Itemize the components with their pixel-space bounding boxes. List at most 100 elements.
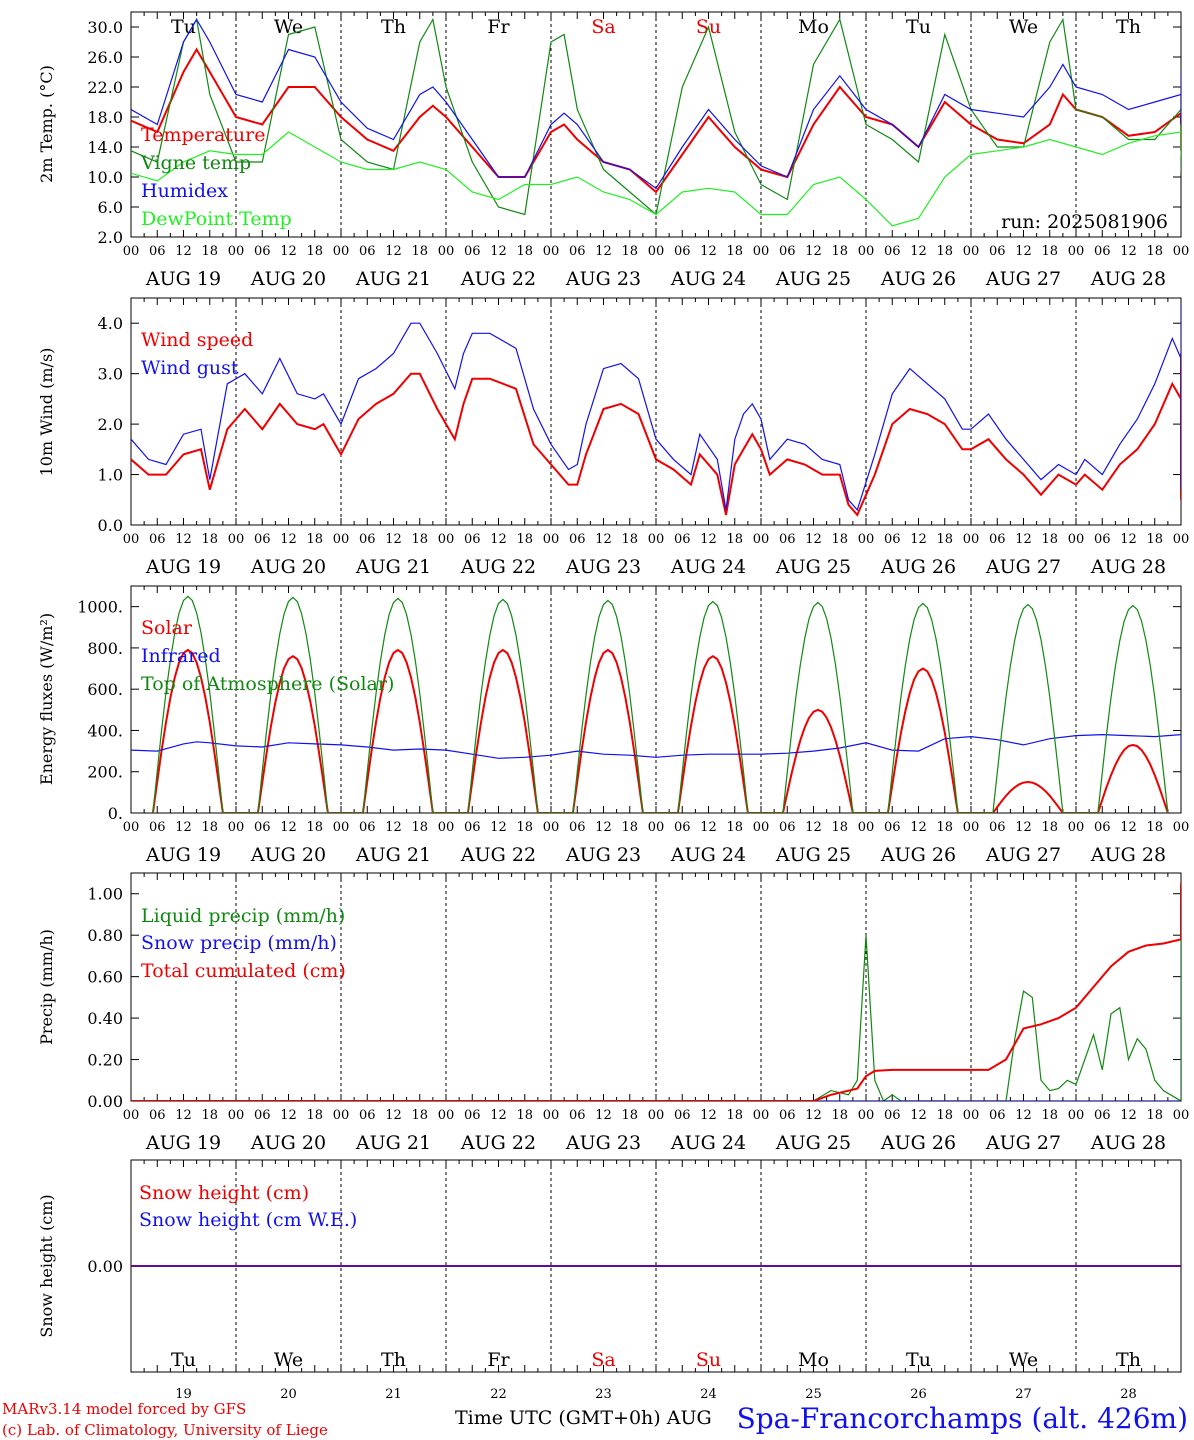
weekday-label: Th: [1116, 1349, 1141, 1371]
x-hour-label: 12: [1120, 1108, 1137, 1123]
y-tick-label: 10.0: [87, 168, 123, 187]
x-hour-label: 06: [254, 1108, 271, 1123]
x-date-label: AUG 22: [460, 1132, 536, 1154]
x-hour-label: 18: [726, 244, 743, 259]
panel-4: 0.00 0.20 0.40 0.60 0.80 1.00 Precip (mm/h) 00 0…: [37, 872, 1190, 1154]
x-hour-label: 06: [1094, 244, 1111, 259]
x-hour-label: 18: [516, 532, 533, 547]
weekday-label: We: [1009, 1349, 1038, 1371]
x-hour-label: 06: [989, 532, 1006, 547]
y-axis-label: Energy fluxes (W/m²): [37, 613, 56, 785]
x-date-label: AUG 25: [775, 268, 851, 290]
x-hour-label: 00: [963, 820, 980, 835]
x-hour-label: 12: [280, 820, 297, 835]
x-hour-label: 00: [228, 532, 245, 547]
weekday-label: Su: [696, 1349, 721, 1371]
x-hour-label: 00: [123, 820, 140, 835]
panel-5: 0.00 Snow height (cm) 19 20 21 22 23 24 25 26 27 28…: [37, 1159, 1182, 1402]
y-axis-label: Precip (mm/h): [37, 929, 56, 1045]
x-hour-label: 00: [1068, 532, 1085, 547]
x-hour-label: 00: [543, 820, 560, 835]
x-date-label: AUG 19: [145, 844, 221, 866]
x-date-label: AUG 21: [355, 844, 431, 866]
x-hour-label: 00: [753, 820, 770, 835]
y-tick-label: 4.0: [98, 314, 123, 333]
x-hour-label: 18: [621, 532, 638, 547]
legend-entry: Total cumulated (cm): [141, 960, 346, 982]
x-hour-label: 12: [1120, 820, 1137, 835]
legend-entry: Snow height (cm W.E.): [139, 1209, 357, 1231]
x-hour-label: 00: [753, 244, 770, 259]
y-tick-label: 400.: [87, 721, 123, 740]
series-group: [131, 17, 1181, 227]
x-hour-label: 06: [884, 244, 901, 259]
y-tick-label: 1.0: [98, 466, 123, 485]
y-tick-label: 0.80: [87, 926, 123, 945]
y-tick-label: 6.0: [98, 198, 123, 217]
x-hour-label: 00: [228, 1108, 245, 1123]
x-hour-label: 00: [1068, 244, 1085, 259]
y-axis-label: Snow height (cm): [37, 1194, 56, 1337]
station-label: Spa-Francorchamps (alt. 426m): [737, 1402, 1188, 1435]
x-hour-label: 12: [910, 1108, 927, 1123]
y-axis-label: 10m Wind (m/s): [37, 348, 56, 477]
x-hour-label: 00: [1173, 1108, 1190, 1123]
x-hour-label: 06: [149, 820, 166, 835]
y-tick-label: 14.0: [87, 138, 123, 157]
x-hour-label: 06: [779, 244, 796, 259]
x-hour-label: 00: [123, 532, 140, 547]
x-hour-label: 12: [805, 532, 822, 547]
panel-3: 0. 200. 400. 600. 800. 1000. Energy fluxes (W/…: [37, 585, 1189, 866]
x-day-number: 22: [490, 1387, 507, 1402]
x-hour-label: 18: [411, 244, 428, 259]
x-hour-label: 18: [201, 244, 218, 259]
weekday-label: We: [274, 1349, 303, 1371]
x-hour-label: 00: [858, 532, 875, 547]
x-hour-label: 12: [280, 532, 297, 547]
x-date-label: AUG 28: [1090, 556, 1166, 578]
x-hour-label: 12: [700, 532, 717, 547]
x-hour-label: 12: [700, 820, 717, 835]
x-hour-label: 12: [385, 1108, 402, 1123]
legend-entry: Snow height (cm): [139, 1182, 309, 1204]
x-hour-label: 12: [280, 1108, 297, 1123]
y-tick-label: 200.: [87, 763, 123, 782]
x-hour-label: 12: [1015, 820, 1032, 835]
x-date-label: AUG 19: [145, 1132, 221, 1154]
x-hour-label: 12: [490, 244, 507, 259]
footer-model-line: MARv3.14 model forced by GFS: [2, 1400, 246, 1418]
x-hour-label: 06: [1094, 820, 1111, 835]
x-hour-label: 12: [805, 820, 822, 835]
x-hour-label: 18: [831, 532, 848, 547]
x-hour-label: 06: [149, 532, 166, 547]
x-hour-label: 18: [411, 1108, 428, 1123]
x-hour-label: 12: [910, 244, 927, 259]
x-date-label: AUG 26: [880, 844, 956, 866]
x-hour-label: 00: [333, 1108, 350, 1123]
y-tick-label: 2.0: [98, 228, 123, 247]
x-date-label: AUG 23: [565, 268, 641, 290]
x-hour-label: 00: [858, 820, 875, 835]
legend-entry: Vigne temp: [140, 152, 251, 174]
x-hour-label: 18: [306, 532, 323, 547]
x-day-number: 28: [1120, 1387, 1137, 1402]
x-hour-label: 00: [333, 820, 350, 835]
x-date-label: AUG 26: [880, 556, 956, 578]
x-hour-label: 12: [1120, 532, 1137, 547]
legend-entry: DewPoint Temp: [141, 208, 292, 230]
weekday-label: Th: [381, 1349, 406, 1371]
x-date-label: AUG 20: [250, 844, 326, 866]
x-hour-label: 06: [989, 820, 1006, 835]
weekday-label: Tu: [171, 1349, 196, 1371]
x-hour-label: 06: [884, 532, 901, 547]
x-hour-label: 00: [648, 532, 665, 547]
x-date-label: AUG 27: [985, 844, 1061, 866]
x-hour-label: 06: [884, 820, 901, 835]
x-hour-label: 00: [648, 820, 665, 835]
x-hour-label: 00: [123, 244, 140, 259]
x-date-label: AUG 23: [565, 844, 641, 866]
weekday-label: Th: [381, 16, 406, 38]
x-hour-label: 00: [438, 1108, 455, 1123]
x-hour-label: 18: [621, 1108, 638, 1123]
x-hour-label: 12: [700, 244, 717, 259]
